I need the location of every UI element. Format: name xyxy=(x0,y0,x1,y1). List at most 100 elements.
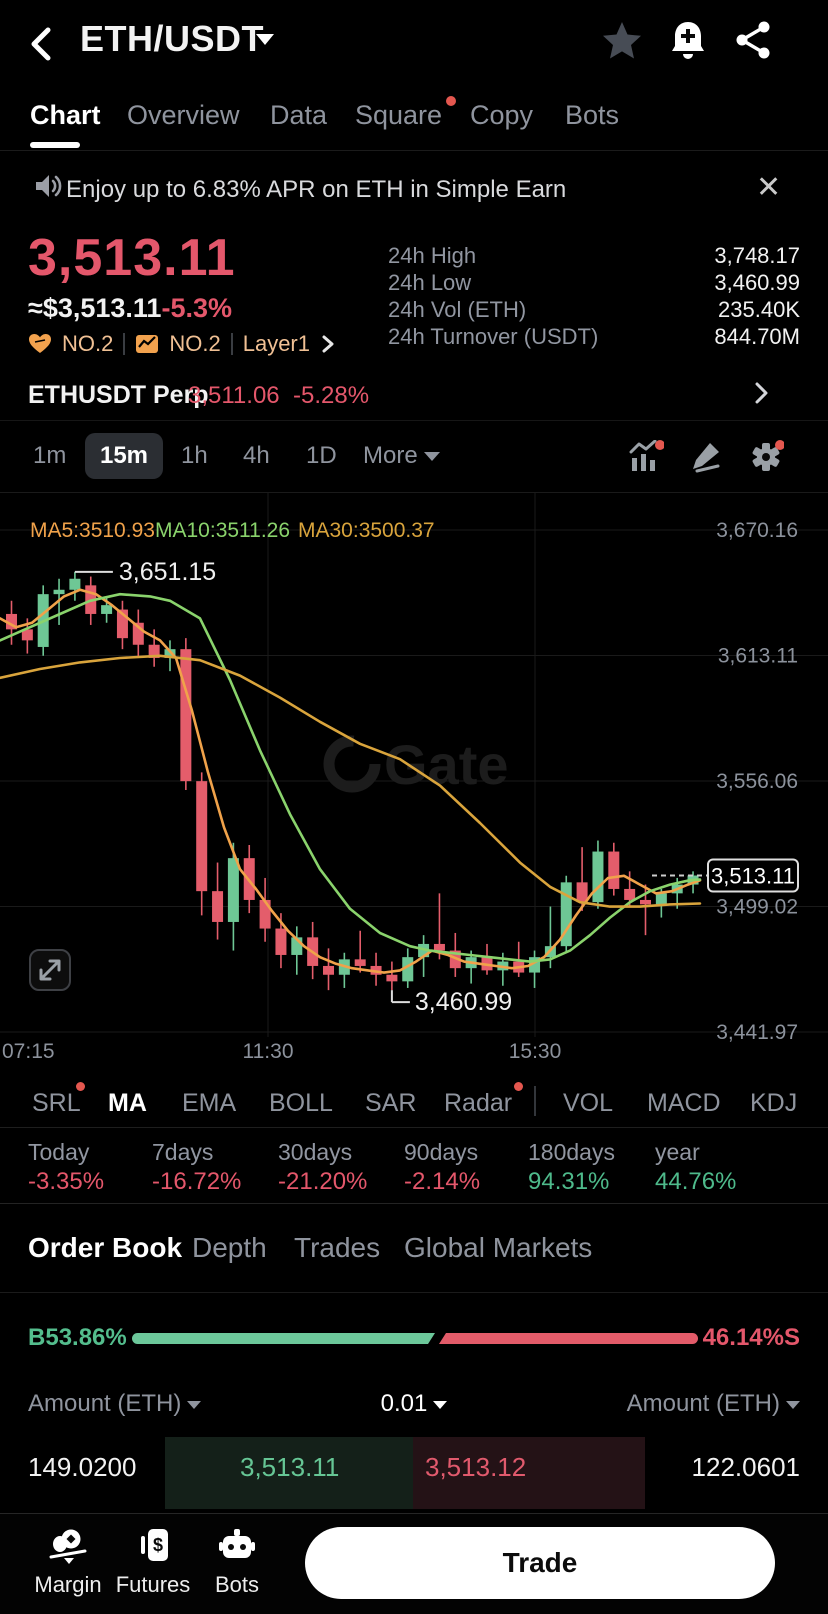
indicator-ma[interactable]: MA xyxy=(108,1089,147,1117)
nav-margin-label: Margin xyxy=(34,1572,102,1597)
indicator-vol[interactable]: VOL xyxy=(563,1089,614,1117)
period-label: Today xyxy=(28,1139,90,1165)
svg-text:15:30: 15:30 xyxy=(509,1040,562,1063)
tab-overview[interactable]: Overview xyxy=(127,100,240,130)
tab-square[interactable]: Square xyxy=(355,100,443,130)
indicator-ema[interactable]: EMA xyxy=(182,1089,237,1117)
pair-selector-caret-icon[interactable] xyxy=(256,34,274,45)
perp-chevron-right-icon[interactable] xyxy=(752,380,770,406)
svg-text:3,556.06: 3,556.06 xyxy=(716,770,798,793)
perp-price-change: 3,511.06 -5.28% xyxy=(188,382,370,409)
tab-bots[interactable]: Bots xyxy=(565,100,620,130)
svg-text:3,670.16: 3,670.16 xyxy=(716,519,798,542)
amount-left-dropdown[interactable]: Amount (ETH) xyxy=(28,1390,202,1418)
banner-close-icon[interactable]: ✕ xyxy=(756,171,782,204)
pair-title[interactable]: ETH/USDT xyxy=(80,18,264,59)
share-icon[interactable] xyxy=(732,18,776,62)
amount-right-dropdown[interactable]: Amount (ETH) xyxy=(627,1390,800,1418)
indicator-tool-icon[interactable] xyxy=(628,439,665,474)
stat-value: 844.70M xyxy=(714,324,800,349)
svg-text:$: $ xyxy=(153,1535,163,1555)
indicator-srl[interactable]: SRL xyxy=(32,1089,81,1117)
period-label: 30days xyxy=(278,1139,353,1165)
period-value: -3.35% xyxy=(28,1168,105,1195)
more-caret-icon xyxy=(423,452,440,462)
stat-label: 24h Low xyxy=(388,270,472,295)
favorite-star-icon[interactable] xyxy=(600,18,644,62)
badges-chevron-right-icon xyxy=(322,335,334,353)
tf-more-dropdown[interactable]: More xyxy=(363,442,440,470)
svg-text:11:30: 11:30 xyxy=(243,1040,294,1063)
period-value: -21.20% xyxy=(278,1168,368,1195)
ob-tab-orderbook[interactable]: Order Book xyxy=(28,1232,183,1263)
stat-value: 3,460.99 xyxy=(714,270,800,295)
svg-text:MA30:3500.37: MA30:3500.37 xyxy=(298,519,435,542)
period-value: -2.14% xyxy=(404,1168,481,1195)
caret-down-icon xyxy=(187,1400,202,1409)
current-price-tag xyxy=(707,858,799,893)
tf-4h[interactable]: 4h xyxy=(243,442,270,469)
bid-price[interactable]: 3,513.11 xyxy=(240,1452,340,1482)
chart-settings-gear-icon[interactable] xyxy=(748,440,785,474)
svg-text:3,499.02: 3,499.02 xyxy=(716,896,798,919)
tab-data[interactable]: Data xyxy=(270,100,328,130)
rank-heart-icon xyxy=(29,334,51,353)
svg-text:MA5:3510.93: MA5:3510.93 xyxy=(30,519,155,542)
caret-down-icon xyxy=(433,1400,448,1409)
badge-row[interactable]: NO.2 NO.2 Layer1 xyxy=(28,330,336,358)
tick-size-dropdown[interactable]: 0.01 xyxy=(0,1390,828,1418)
svg-text:3,613.11: 3,613.11 xyxy=(718,645,798,668)
draw-pencil-icon[interactable] xyxy=(688,440,724,474)
period-value: -16.72% xyxy=(152,1168,242,1195)
candlestick-chart[interactable]: Gate 3,670.16 3,613.11 3,556.06 3,499.02 3,44… xyxy=(0,492,828,1077)
ob-tab-trades[interactable]: Trades xyxy=(294,1232,381,1263)
period-label: year xyxy=(655,1139,700,1165)
tf-1m[interactable]: 1m xyxy=(33,442,67,469)
nav-futures[interactable]: $ xyxy=(111,1527,195,1570)
rank-badge-2: NO.2 xyxy=(169,331,221,356)
ask-price[interactable]: 3,513.12 xyxy=(425,1452,527,1482)
indicator-sar[interactable]: SAR xyxy=(365,1089,417,1117)
rank-trend-icon xyxy=(136,335,159,353)
ask-price-cell xyxy=(413,1437,645,1509)
sell-ratio-bar xyxy=(439,1333,698,1344)
tf-1h[interactable]: 1h xyxy=(181,442,208,469)
tab-copy[interactable]: Copy xyxy=(470,100,534,130)
banner-text: Enjoy up to 6.83% APR on ETH in Simple E… xyxy=(66,176,567,203)
srl-dot xyxy=(76,1082,85,1091)
bots-icon xyxy=(219,1529,255,1558)
svg-text:3,441.97: 3,441.97 xyxy=(716,1021,798,1044)
tf-15m-selected[interactable]: 15m xyxy=(85,433,163,479)
bid-amount: 149.0200 xyxy=(28,1452,137,1482)
indicator-kdj[interactable]: KDJ xyxy=(750,1089,798,1117)
gate-watermark-logo xyxy=(323,735,381,793)
price-alert-bell-icon[interactable] xyxy=(666,18,710,62)
indicator-radar[interactable]: Radar xyxy=(444,1089,513,1117)
period-value: 44.76% xyxy=(655,1168,737,1195)
indicator-boll[interactable]: BOLL xyxy=(269,1089,333,1117)
layer-badge: Layer1 xyxy=(242,331,310,356)
radar-dot xyxy=(514,1082,523,1091)
svg-text:3,651.15: 3,651.15 xyxy=(119,558,216,586)
stat-value: 3,748.17 xyxy=(714,243,800,268)
gate-watermark-text: Gate xyxy=(384,733,509,796)
period-label: 180days xyxy=(528,1139,615,1165)
buy-ratio-label: B53.86% xyxy=(28,1324,127,1351)
nav-margin[interactable] xyxy=(26,1527,110,1570)
ob-tab-global-markets[interactable]: Global Markets xyxy=(404,1232,593,1263)
tf-1d[interactable]: 1D xyxy=(306,442,337,469)
nav-bots[interactable] xyxy=(195,1527,279,1570)
back-chevron-icon xyxy=(31,27,51,61)
back-button[interactable] xyxy=(22,22,62,66)
svg-text:07:15: 07:15 xyxy=(2,1040,55,1063)
rank-badge-1: NO.2 xyxy=(62,331,114,356)
tab-chart[interactable]: Chart xyxy=(30,100,101,130)
approx-price-line: ≈$3,513.11-5.3% xyxy=(28,293,232,324)
indicator-macd[interactable]: MACD xyxy=(647,1089,721,1117)
ob-tab-depth[interactable]: Depth xyxy=(192,1232,267,1263)
fullscreen-expand-icon xyxy=(29,949,71,991)
active-tab-underline xyxy=(30,142,80,148)
approx-usd: ≈$3,513.11 xyxy=(28,293,162,323)
trade-button[interactable]: Trade xyxy=(305,1527,775,1599)
